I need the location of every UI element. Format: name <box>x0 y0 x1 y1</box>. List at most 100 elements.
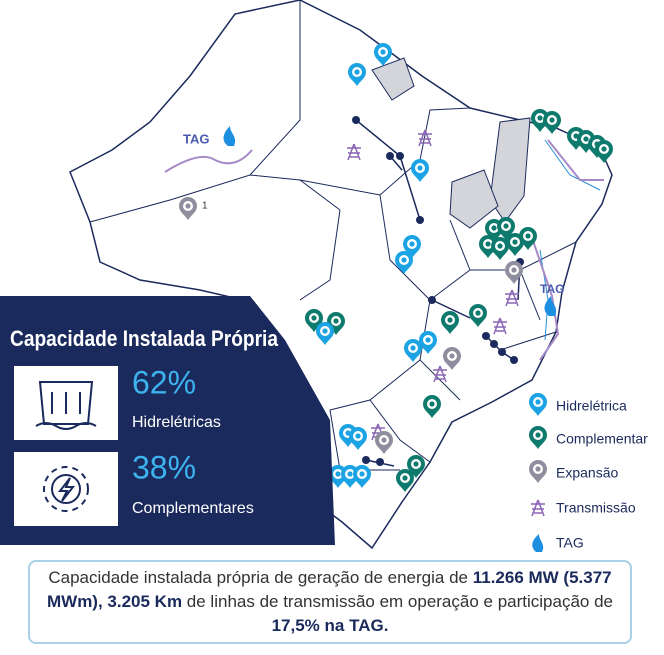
comp-pin <box>396 469 414 492</box>
panel-label: Complementares <box>132 500 254 517</box>
comp-pin <box>543 111 561 134</box>
line-node <box>376 458 384 466</box>
legend-label: Complementar <box>556 431 648 447</box>
line-node <box>482 332 490 340</box>
map: TAG TAG 1 Capacidade Instalada Própria 6… <box>0 0 648 552</box>
hydro-pin <box>316 322 334 345</box>
pin-dot <box>417 165 423 171</box>
map-markers <box>179 43 613 492</box>
footer-note: Capacidade instalada própria de geração … <box>28 560 632 644</box>
transmission-tower <box>347 143 361 161</box>
tag-label: TAG <box>540 282 564 296</box>
pin-dot <box>525 233 531 239</box>
pin-dot <box>402 475 408 481</box>
footer-segment: de linhas de transmissão em operação e p… <box>182 592 613 611</box>
transmission-tower <box>505 289 519 307</box>
line-node <box>510 356 518 364</box>
gear-icon <box>43 466 89 512</box>
exp-pin <box>529 460 547 483</box>
line-node <box>362 456 370 464</box>
pin-dot <box>413 461 419 467</box>
comp-pin <box>519 227 537 250</box>
pin-dot <box>491 225 497 231</box>
transmission-tower <box>493 317 507 335</box>
hydro-pin <box>529 393 547 416</box>
pin-dot <box>335 471 341 477</box>
hydro-pin <box>395 251 413 274</box>
panel-title: Capacidade Instalada Própria <box>10 326 279 351</box>
pin-dot <box>503 223 509 229</box>
exp-pin <box>443 347 461 370</box>
pin-dot <box>475 310 481 316</box>
pin-dot <box>535 466 541 472</box>
comp-pin <box>529 426 547 449</box>
hydro-pin <box>404 339 422 362</box>
pin-dot <box>601 146 607 152</box>
pin-dot <box>512 239 518 245</box>
comp-pin <box>479 235 497 258</box>
legend-label: Expansão <box>556 465 618 481</box>
icon-box <box>14 452 118 526</box>
pin-dot <box>535 399 541 405</box>
tag-flame <box>223 126 236 146</box>
exp-pin <box>179 197 197 220</box>
tag-pipeline <box>547 139 604 181</box>
pin-dot <box>497 243 503 249</box>
pin-dot <box>409 241 415 247</box>
pin-dot <box>359 471 365 477</box>
pin-dot <box>381 437 387 443</box>
hydro-pin <box>411 159 429 182</box>
tag-flame <box>544 296 557 316</box>
panel-value: 38% <box>132 449 196 485</box>
pin-dot <box>322 328 328 334</box>
pin-dot <box>537 115 543 121</box>
line-node <box>498 348 506 356</box>
pin-dot <box>333 318 339 324</box>
footer-segment: Capacidade instalada própria de geração … <box>48 568 473 587</box>
line-node <box>428 296 436 304</box>
pin-dot <box>355 433 361 439</box>
line-node <box>352 116 360 124</box>
line-node <box>490 340 498 348</box>
transmission-tower <box>418 129 432 147</box>
hydro-pin <box>353 465 371 488</box>
comp-pin <box>595 140 613 163</box>
exp-pin <box>375 431 393 454</box>
pin-dot <box>410 345 416 351</box>
hydro-pin <box>348 63 366 86</box>
pin-dot <box>347 471 353 477</box>
footer-text: Capacidade instalada própria de geração … <box>44 566 616 638</box>
hydro-pin <box>349 427 367 450</box>
pin-dot <box>535 432 541 438</box>
unserved-state <box>489 117 531 223</box>
legend-label: Hidrelétrica <box>556 398 627 414</box>
legend-label: TAG <box>556 535 584 551</box>
comp-pin <box>469 304 487 327</box>
exp-pin <box>505 261 523 284</box>
pin-dot <box>447 317 453 323</box>
legend-label: Transmissão <box>556 500 636 516</box>
pin-dot <box>185 203 191 209</box>
line-node <box>396 152 404 160</box>
tag-label: TAG <box>183 131 209 146</box>
legend: Hidrelétrica Complementar Expansão Transmis… <box>529 393 648 552</box>
line-node <box>386 152 394 160</box>
comp-pin <box>441 311 459 334</box>
hydro-pin <box>419 331 437 354</box>
comp-pin <box>491 237 509 260</box>
pin-dot <box>380 49 386 55</box>
transmission-tower <box>433 365 447 383</box>
pin-dot <box>425 337 431 343</box>
footer-segment: 11.266 MW (5.377 MWm), 3.205 Km <box>46 568 612 611</box>
pin-dot <box>311 315 317 321</box>
panel-value: 62% <box>132 364 196 400</box>
unserved-state <box>449 169 499 229</box>
pin-dot <box>583 136 589 142</box>
tag-pipeline <box>164 149 253 173</box>
comp-pin <box>531 109 549 132</box>
panel-label: Hidrelétricas <box>132 414 221 431</box>
pin-dot <box>549 117 555 123</box>
pin-dot <box>429 401 435 407</box>
comp-pin <box>423 395 441 418</box>
